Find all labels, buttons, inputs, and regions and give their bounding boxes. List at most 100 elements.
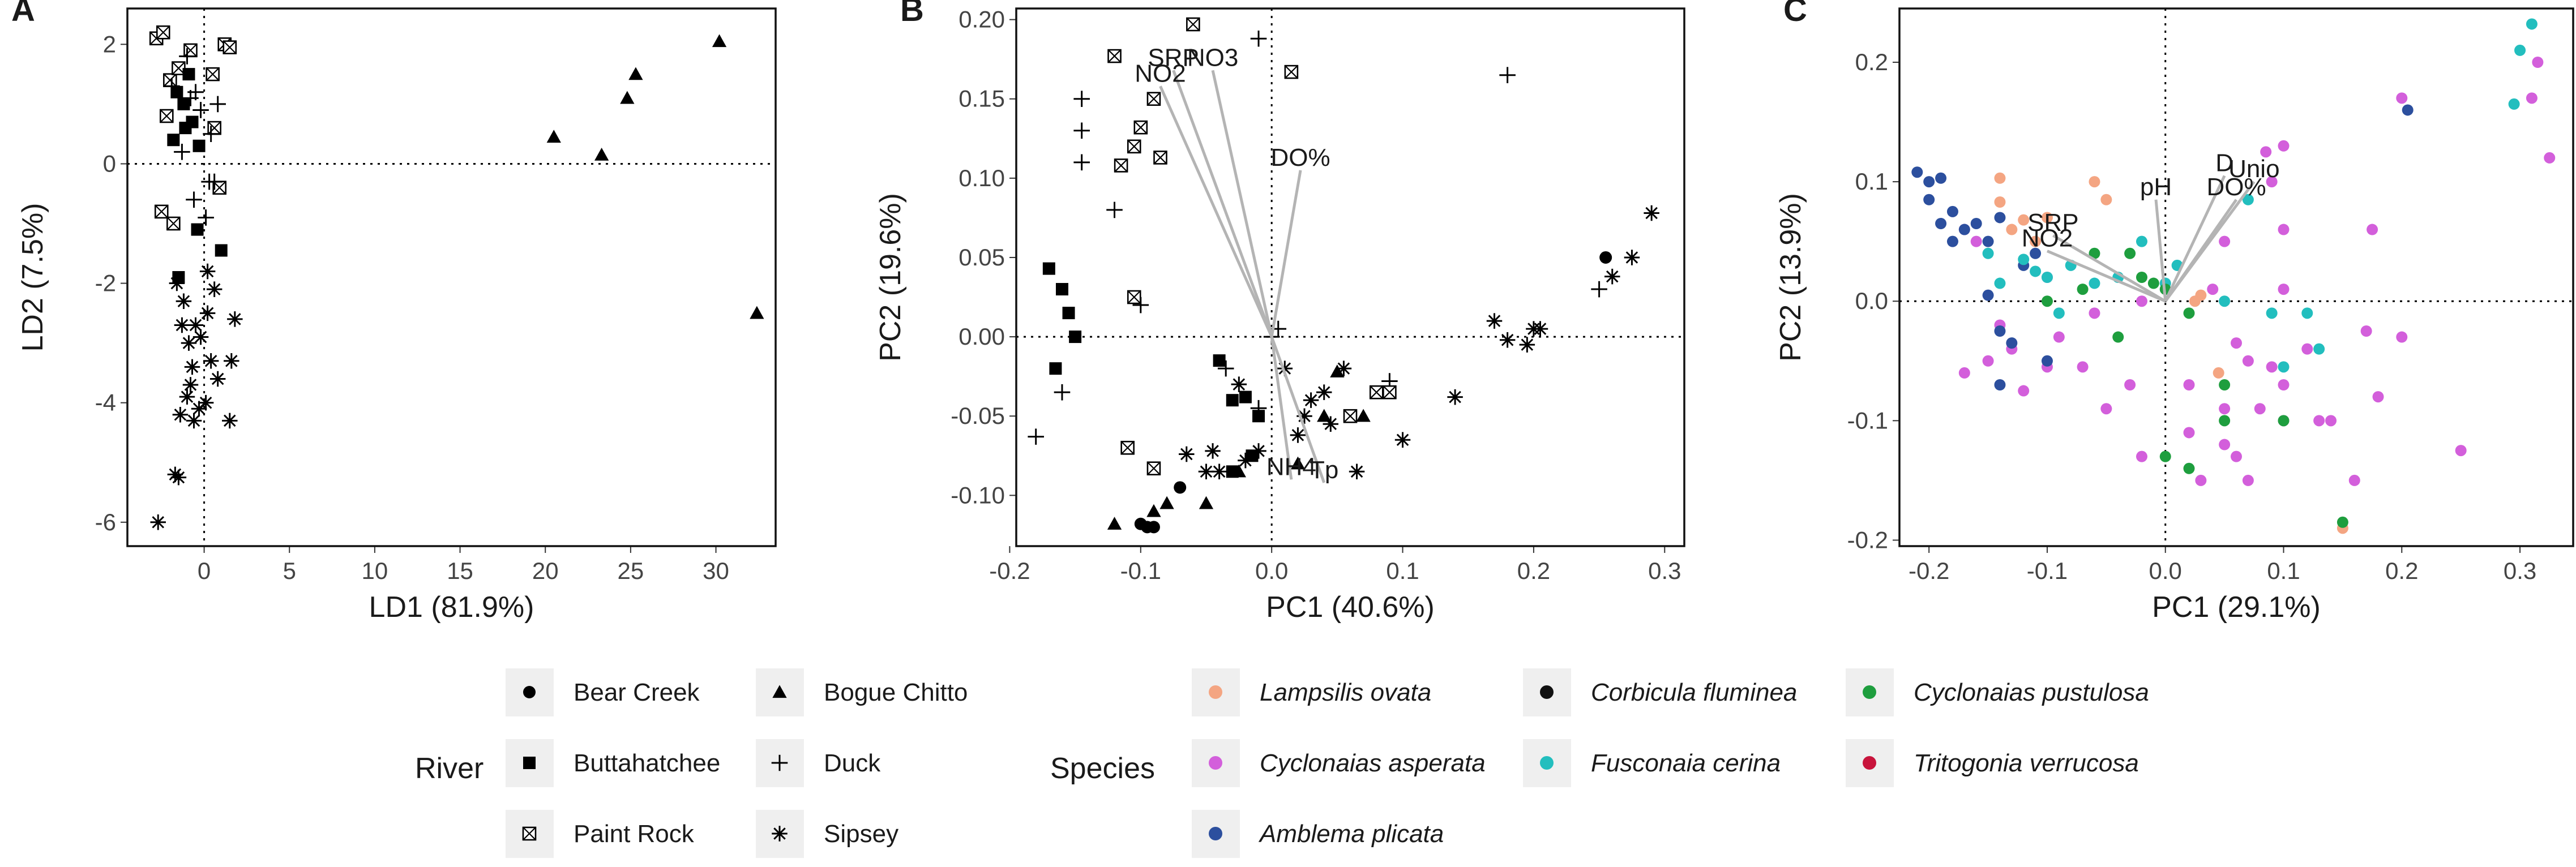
series-duck (164, 48, 226, 226)
point-amblema-plicata (2006, 337, 2018, 349)
legend-symbol-bear-creek (523, 686, 536, 698)
y-tick-label: 0.00 (958, 323, 1005, 350)
point-sipsey (182, 377, 199, 393)
point-cyclonaias-asperata (2207, 284, 2219, 295)
vector-label-no2: NO2 (2022, 225, 2073, 252)
point-bogue-chitto (1159, 496, 1174, 509)
point-cyclonaias-asperata (2278, 284, 2290, 295)
point-paint-rock (1133, 120, 1148, 135)
legend-label-lampsilis-ovata: Lampsilis ovata (1260, 679, 1431, 706)
vector-label-do: DO% (2206, 173, 2266, 201)
point-cyclonaias-asperata (2219, 235, 2231, 247)
point-paint-rock (1146, 92, 1161, 106)
point-fusconaia-cerina (2041, 272, 2053, 283)
y-tick-label: -6 (95, 509, 116, 535)
legend-label-bear-creek: Bear Creek (574, 679, 700, 706)
legend-label-cyclonaias-asperata: Cyclonaias asperata (1260, 749, 1486, 777)
point-sipsey (1290, 427, 1306, 443)
x-tick-label: 0 (198, 557, 211, 584)
point-amblema-plicata (1970, 218, 1982, 229)
point-lampsilis-ovata (2089, 176, 2100, 188)
y-tick-label: -0.1 (1847, 407, 1888, 434)
point-duck (198, 209, 214, 226)
point-bear-creek (1147, 521, 1160, 534)
point-sipsey (192, 329, 209, 345)
point-duck (1073, 122, 1090, 139)
x-tick-label: 0.1 (2267, 557, 2300, 584)
point-duck (209, 96, 226, 113)
point-duck (1028, 428, 1045, 445)
point-sipsey (1303, 392, 1319, 408)
point-buttahatchee (215, 244, 228, 257)
point-cyclonaias-asperata (2544, 152, 2556, 164)
point-fusconaia-cerina (2089, 277, 2100, 289)
point-bogue-chitto (1290, 456, 1306, 470)
point-duck (1499, 67, 1516, 83)
point-sipsey (199, 305, 216, 321)
x-tick-label: 0.2 (1517, 557, 1550, 584)
legend-label-corbicula-fluminea: Corbicula fluminea (1591, 679, 1797, 706)
loading-vector-srp (2052, 234, 2166, 303)
x-tick-label: 0.0 (2149, 557, 2182, 584)
point-cyclonaias-asperata (2053, 331, 2065, 343)
point-fusconaia-cerina (2514, 44, 2526, 56)
point-cyclonaias-asperata (1982, 355, 1994, 367)
point-cyclonaias-asperata (2100, 403, 2112, 415)
plot-frame (1015, 7, 1685, 547)
point-duck (186, 191, 202, 208)
point-paint-rock (1127, 290, 1141, 304)
point-duck (1073, 154, 1090, 171)
point-fusconaia-cerina (2526, 18, 2538, 30)
point-cyclonaias-asperata (2242, 355, 2254, 367)
x-axis-title: PC1 (40.6%) (1266, 591, 1435, 624)
point-cyclonaias-pustulosa (2089, 247, 2100, 259)
x-tick-label: 0.1 (1386, 557, 1419, 584)
legend-label-sipsey: Sipsey (824, 820, 898, 848)
legend-key-paint-rock (506, 810, 554, 858)
point-sipsey (186, 413, 202, 429)
y-tick-label: -4 (95, 389, 116, 416)
point-cyclonaias-asperata (2124, 379, 2136, 390)
panel-b: B -0.2 -0.1 0.0 0.1 0.2 0.3 0.20 0.15 0.10 0.05 0.0… (874, 0, 1685, 624)
legend-label-amblema-plicata: Amblema plicata (1258, 820, 1444, 848)
point-bogue-chitto (1107, 517, 1122, 530)
point-cyclonaias-asperata (2278, 224, 2290, 235)
point-sipsey (191, 401, 207, 417)
y-axis-title: PC2 (13.9%) (1774, 193, 1807, 362)
point-duck (164, 78, 180, 95)
legend-symbol-buttahatchee (523, 757, 536, 769)
point-amblema-plicata (2402, 104, 2414, 116)
point-paint-rock (222, 40, 237, 54)
legend-key-amblema-plicata (1192, 810, 1240, 858)
point-bogue-chitto (1317, 409, 1332, 422)
y-tick-label: 0.15 (958, 85, 1005, 112)
x-tick-label: -0.2 (989, 557, 1030, 584)
point-fusconaia-cerina (2242, 194, 2254, 205)
series-bogue-chitto (546, 34, 764, 319)
point-bogue-chitto (628, 67, 643, 80)
point-bogue-chitto (1356, 409, 1371, 422)
series-paint-rock (1107, 17, 1397, 475)
point-cyclonaias-asperata (2360, 325, 2372, 337)
point-paint-rock (160, 109, 174, 123)
y-axis-title: PC2 (19.6%) (874, 193, 907, 362)
point-sipsey (170, 469, 187, 486)
point-cyclonaias-asperata (2455, 445, 2467, 457)
point-duck (174, 144, 190, 160)
point-sipsey (179, 389, 195, 405)
point-bogue-chitto (620, 91, 635, 104)
legend-key-lampsilis-ovata (1192, 668, 1240, 716)
panel-label: C (1783, 0, 1807, 28)
plot-frame (1898, 7, 2574, 547)
point-buttahatchee (177, 97, 190, 110)
point-fusconaia-cerina (2301, 307, 2313, 319)
point-lampsilis-ovata (2189, 295, 2201, 307)
x-tick-label: 0.3 (1648, 557, 1681, 584)
point-sipsey (209, 371, 226, 387)
legend-symbol-lampsilis-ovata (1209, 685, 1222, 699)
point-lampsilis-ovata (2213, 367, 2224, 379)
point-buttahatchee (179, 122, 192, 135)
legend-symbol-corbicula-fluminea (1540, 685, 1554, 699)
panel-label: A (11, 0, 35, 28)
series-bogue-chitto (1107, 364, 1371, 530)
